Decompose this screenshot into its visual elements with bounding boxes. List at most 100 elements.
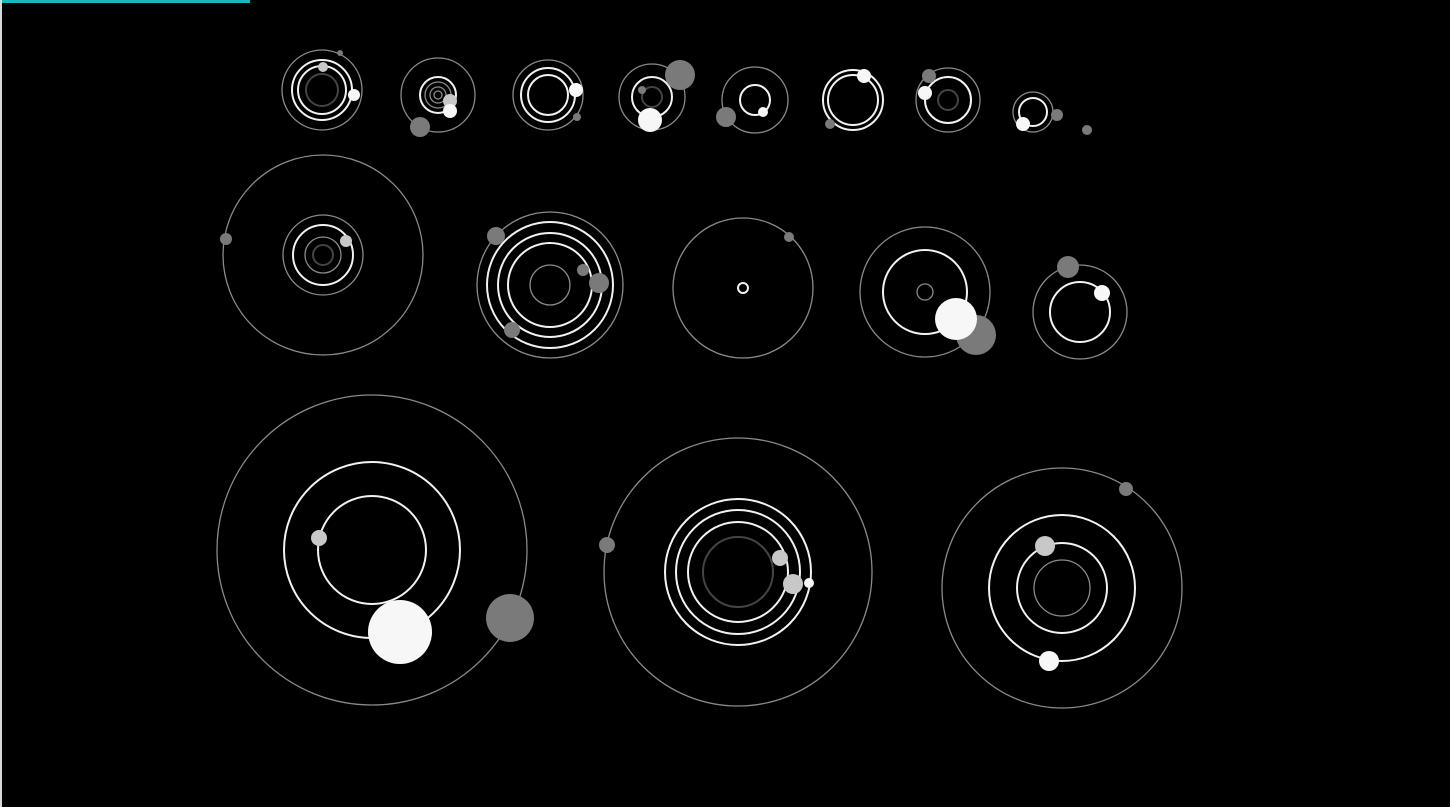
orbit — [1032, 264, 1128, 360]
orbit — [859, 226, 991, 358]
orbit — [641, 86, 663, 108]
orbit — [527, 74, 569, 116]
planet — [486, 594, 534, 642]
planet — [918, 86, 932, 100]
orbit — [827, 74, 879, 126]
system — [1012, 91, 1092, 135]
system — [400, 57, 476, 137]
orbit — [476, 211, 624, 359]
orbit — [603, 437, 873, 707]
system — [672, 217, 814, 359]
planet — [368, 600, 432, 664]
planet — [935, 298, 977, 340]
planet — [772, 550, 788, 566]
planet — [340, 235, 352, 247]
planet — [716, 107, 736, 127]
system — [216, 394, 534, 706]
orbit — [1049, 281, 1111, 343]
planet — [783, 574, 803, 594]
planet — [443, 94, 457, 108]
orbit — [312, 244, 334, 266]
planet — [348, 89, 360, 101]
orbit — [305, 73, 339, 107]
orbit — [687, 521, 789, 623]
orbit — [429, 86, 447, 104]
planet — [410, 117, 430, 137]
planet — [1039, 651, 1059, 671]
planet — [487, 227, 505, 245]
planet — [504, 322, 520, 338]
planet — [220, 233, 232, 245]
orbit — [937, 89, 959, 111]
planet — [311, 530, 327, 546]
orbit — [529, 264, 571, 306]
orbit — [988, 514, 1136, 662]
system — [716, 66, 789, 134]
orbit — [281, 49, 363, 131]
system — [476, 211, 624, 359]
planet — [573, 113, 581, 121]
orbit — [433, 90, 443, 100]
planet — [857, 69, 871, 83]
orbit — [739, 84, 771, 116]
orbit — [282, 214, 364, 296]
planet — [337, 50, 343, 56]
system — [941, 467, 1183, 709]
system — [1032, 256, 1128, 360]
orbit — [304, 236, 342, 274]
planet — [1094, 285, 1110, 301]
orbit — [1016, 542, 1108, 634]
planet — [665, 60, 695, 90]
planet — [443, 104, 457, 118]
orbit — [916, 283, 934, 301]
orbit — [915, 67, 981, 133]
planet — [1082, 125, 1092, 135]
planet — [825, 119, 835, 129]
orbit — [664, 498, 812, 646]
orbit — [702, 536, 774, 608]
progress-bar — [0, 0, 250, 3]
planet — [589, 273, 609, 293]
planet — [1035, 536, 1055, 556]
orbit — [400, 57, 476, 133]
orbit — [675, 509, 801, 635]
orbit — [721, 66, 789, 134]
orbit — [216, 394, 528, 706]
system — [915, 67, 981, 133]
orbit — [822, 69, 884, 131]
planet — [599, 537, 615, 553]
orbit — [292, 224, 354, 286]
orbit — [317, 495, 427, 605]
orbit — [1018, 97, 1048, 127]
orbit — [486, 221, 614, 349]
planet — [1016, 117, 1030, 131]
system — [859, 226, 996, 358]
planet — [1057, 256, 1079, 278]
planet — [638, 108, 662, 132]
planet — [638, 86, 646, 94]
orbit — [737, 282, 749, 294]
system — [599, 437, 873, 707]
orbit — [882, 249, 968, 335]
system — [512, 59, 584, 131]
frame-edge — [0, 0, 2, 807]
planet — [318, 62, 328, 72]
orbit — [672, 217, 814, 359]
planet — [1051, 109, 1063, 121]
planet — [804, 578, 814, 588]
system — [822, 69, 884, 131]
orbit — [941, 467, 1183, 709]
system — [281, 49, 363, 131]
orbit — [1033, 559, 1091, 617]
planet — [784, 232, 794, 242]
planet — [577, 264, 589, 276]
planet — [569, 83, 583, 97]
orbit — [512, 59, 584, 131]
planet — [1119, 482, 1133, 496]
orbit — [222, 154, 424, 356]
orbit — [419, 76, 457, 114]
planet — [758, 107, 768, 117]
